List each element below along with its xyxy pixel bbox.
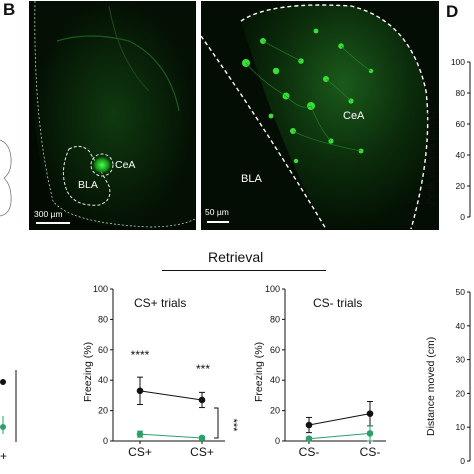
series-line xyxy=(308,432,371,440)
panel-letter-b: B xyxy=(3,0,16,19)
y-tick-label: 60 xyxy=(270,345,280,355)
panel-letter-d: D xyxy=(446,2,459,21)
chart2-title: CS- trials xyxy=(313,296,363,310)
y-tick-label: 50 xyxy=(456,287,466,297)
y-tick-label: 40 xyxy=(456,321,466,331)
data-point xyxy=(366,410,374,417)
data-point xyxy=(198,434,206,442)
y-tick-label: 40 xyxy=(98,375,108,385)
micrograph-left-image xyxy=(33,1,196,229)
scale-bar-label-left: 300 µm xyxy=(34,209,63,219)
significance-bracket xyxy=(214,407,219,439)
x-tick-label: CS- xyxy=(299,445,320,459)
partial-tick-label: + xyxy=(0,449,8,463)
y-tick-label: 0 xyxy=(460,212,465,222)
partial-point-black xyxy=(0,379,6,385)
y-tick-label: 100 xyxy=(265,284,280,294)
y-tick-label: 80 xyxy=(270,314,280,324)
significance-star-2: *** xyxy=(196,362,210,376)
micrograph-right-image xyxy=(201,1,439,230)
chart3-ylabel: Peak velocity (cm/s) xyxy=(425,111,437,205)
partial-chart-left xyxy=(0,370,17,442)
data-point xyxy=(366,430,374,437)
data-point xyxy=(305,435,313,443)
y-tick-label: 10 xyxy=(456,422,466,432)
y-tick-label: 60 xyxy=(98,345,108,355)
brain-outline-sketch xyxy=(0,139,12,217)
label-cea-right: CeA xyxy=(343,110,365,122)
y-tick-label: 20 xyxy=(98,406,108,416)
x-tick-label: CS- xyxy=(360,445,381,459)
label-bla-right: BLA xyxy=(241,173,262,185)
x-tick-label: CS+ xyxy=(128,445,152,459)
y-tick-label: 40 xyxy=(456,150,466,160)
scale-bar-left xyxy=(36,222,70,224)
y-tick-label: 0 xyxy=(103,436,108,446)
chart-cs-minus-trials: 0 20 40 60 80 100 CS- CS- xyxy=(265,284,386,459)
chart-peak-velocity: 0 20 40 60 80 100 xyxy=(451,57,471,222)
y-tick-label: 20 xyxy=(270,406,280,416)
y-tick-label: 60 xyxy=(456,119,466,129)
retrieval-label: Retrieval xyxy=(208,249,264,265)
y-tick-label: 20 xyxy=(456,181,466,191)
chart1-title: CS+ trials xyxy=(134,296,187,310)
label-bla-left: BLA xyxy=(78,179,98,191)
series-line xyxy=(139,390,203,401)
y-tick-label: 30 xyxy=(456,355,466,365)
micrograph-low-magnification: CeA BLA 300 µm xyxy=(29,1,196,230)
x-tick-label: CS+ xyxy=(190,445,214,459)
y-tick-label: 20 xyxy=(456,388,466,398)
y-tick-label: 80 xyxy=(456,88,466,98)
y-tick-label: 80 xyxy=(98,314,108,324)
series-line xyxy=(308,413,371,426)
y-tick-label: 100 xyxy=(93,284,108,294)
micrograph-high-magnification: CeA BLA 50 µm xyxy=(201,1,439,230)
y-tick-label: 40 xyxy=(270,375,280,385)
label-cea-left: CeA xyxy=(115,159,136,171)
y-tick-label: 100 xyxy=(451,57,465,67)
retrieval-bracket xyxy=(162,270,326,271)
significance-star-3: *** xyxy=(227,419,239,433)
y-tick-label: 0 xyxy=(460,456,465,466)
data-point xyxy=(198,396,206,404)
scale-bar-right xyxy=(207,221,229,223)
data-point xyxy=(136,387,144,395)
data-point xyxy=(305,421,313,429)
chart4-ylabel: Distance moved (cm) xyxy=(425,336,437,436)
series-line xyxy=(139,433,203,439)
scale-bar-label-right: 50 µm xyxy=(205,207,229,217)
chart-distance-moved: 0 10 20 30 40 50 xyxy=(456,287,471,466)
significance-star-1: **** xyxy=(131,348,150,362)
data-point xyxy=(136,430,144,438)
y-tick-label: 0 xyxy=(275,436,280,446)
